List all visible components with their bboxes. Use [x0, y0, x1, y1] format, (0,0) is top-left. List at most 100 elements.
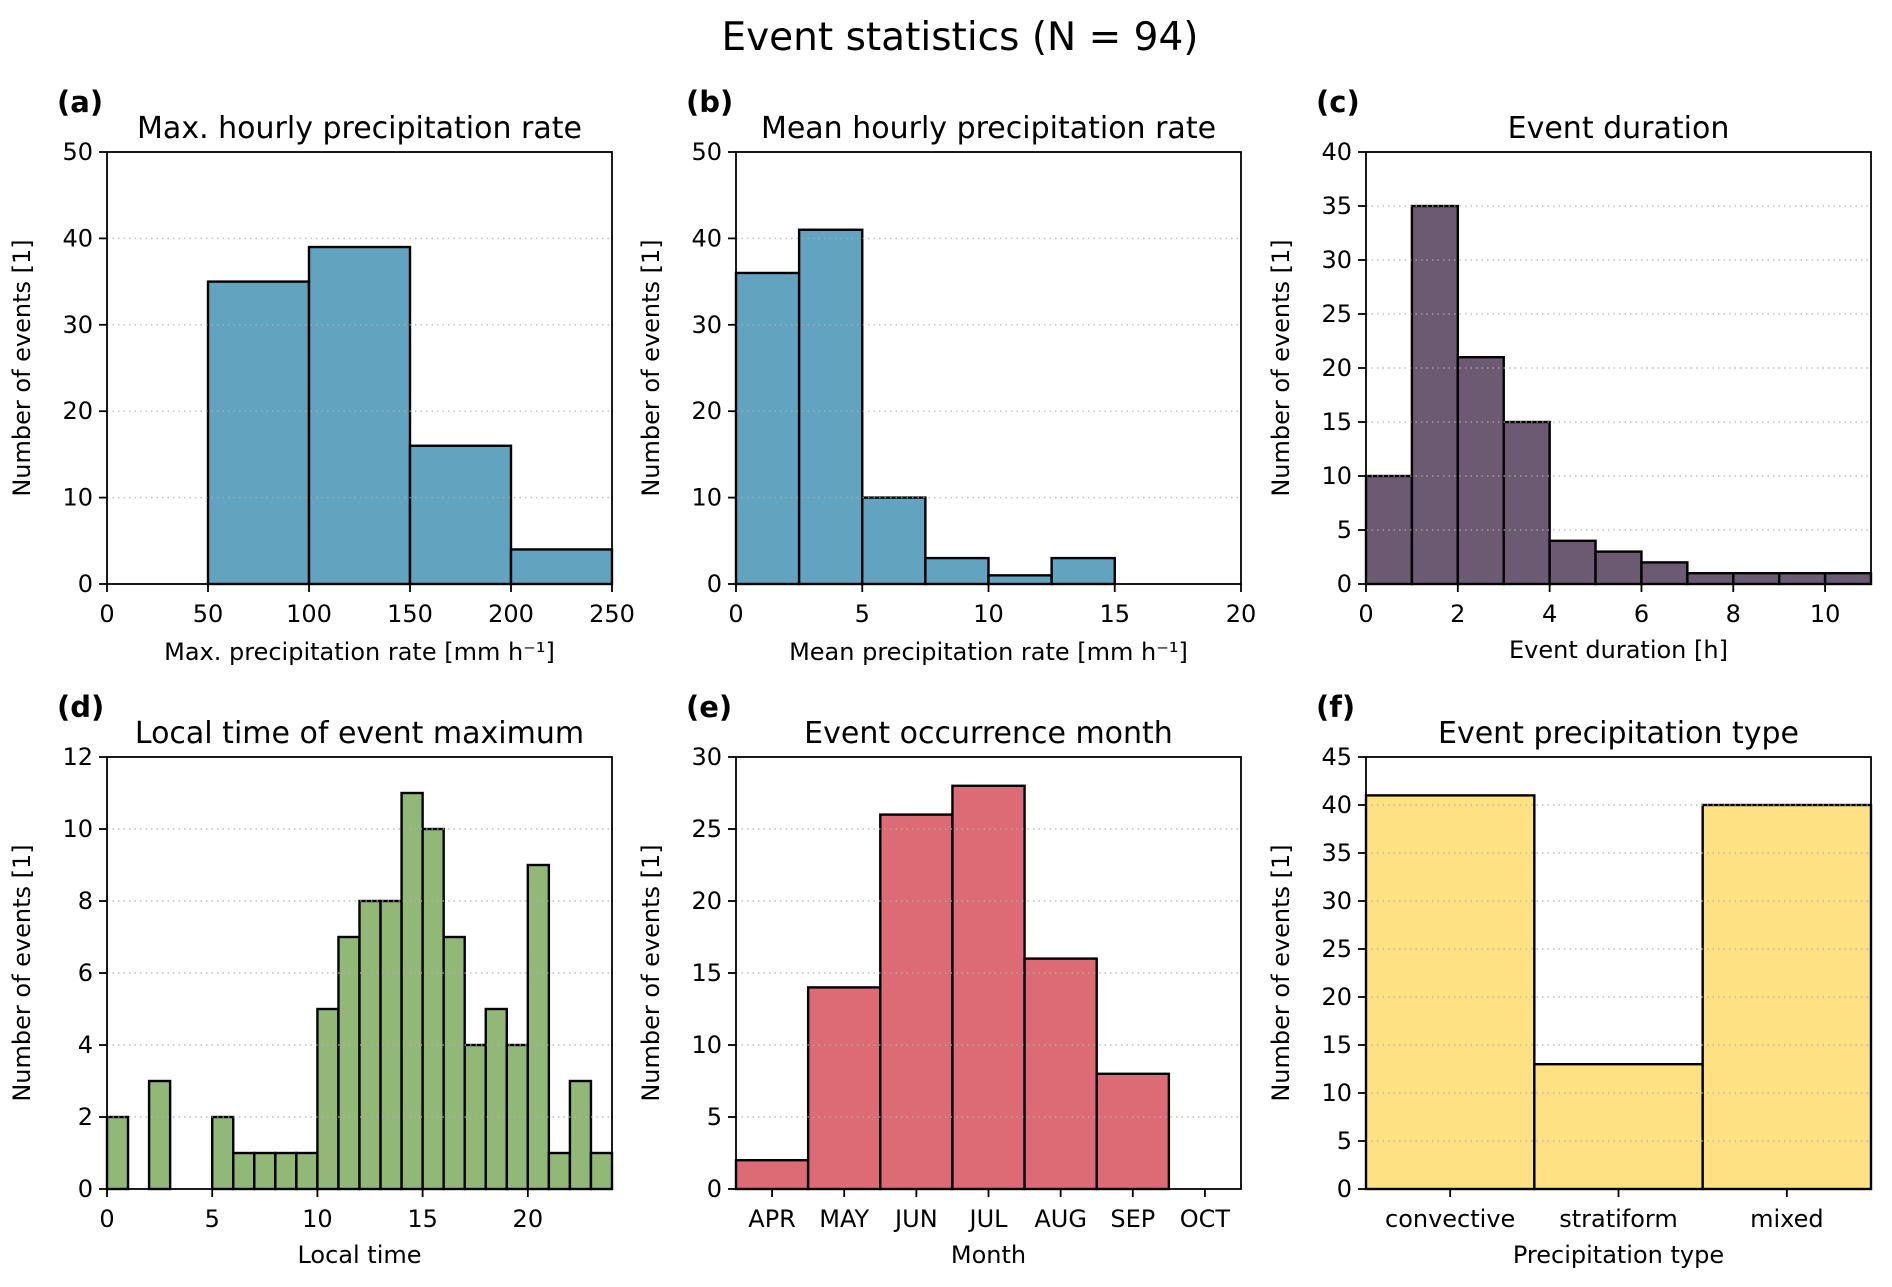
y-axis-label: Number of events [1] [8, 844, 36, 1101]
bar [951, 784, 1026, 1191]
y-tick-label: 2 [78, 1103, 93, 1131]
y-tick-label: 0 [78, 1175, 93, 1203]
panel-label: (a) [57, 85, 103, 119]
bar [924, 556, 990, 586]
y-tick-label: 40 [1321, 138, 1352, 166]
x-ticks: APR MAY JUN JUL AUG SEP OCT [748, 1189, 1230, 1233]
panel-title: Mean hourly precipitation rate [761, 111, 1216, 146]
bar [1364, 794, 1536, 1191]
x-tick-label: 200 [488, 600, 534, 628]
x-tick-label: 0 [1358, 600, 1373, 628]
y-tick-label: 30 [1321, 887, 1352, 915]
bar [463, 1043, 487, 1191]
x-tick-label: 0 [99, 1205, 114, 1233]
panel-label: (f) [1316, 690, 1355, 724]
bars [734, 784, 1171, 1191]
x-tick-label: mixed [1750, 1205, 1824, 1233]
bar [1548, 539, 1597, 586]
bar [1023, 957, 1098, 1191]
bar [526, 863, 551, 1191]
bar [421, 827, 445, 1191]
bar [589, 1151, 614, 1191]
bar [253, 1151, 277, 1191]
x-ticks: convective stratiform mixed [1385, 1189, 1824, 1233]
bar [206, 280, 311, 586]
x-tick-label: 5 [855, 600, 870, 628]
bar [295, 1151, 319, 1191]
y-tick-label: 5 [707, 1103, 722, 1131]
bar [274, 1151, 298, 1191]
x-tick-label: 0 [99, 600, 114, 628]
x-tick-label: 15 [407, 1205, 438, 1233]
y-ticks: 0 10 20 30 40 50 [62, 138, 107, 598]
x-tick-label: 100 [286, 600, 332, 628]
y-tick-label: 10 [1321, 1079, 1352, 1107]
x-ticks: 0 5 10 15 20 [99, 1189, 543, 1233]
x-tick-label: 50 [193, 600, 224, 628]
bar [734, 1158, 810, 1191]
panel-d: 0 2 4 6 8 10 12 0 5 10 15 20 (d) Local time of event … [8, 690, 614, 1269]
bar [105, 1115, 130, 1191]
y-tick-label: 15 [691, 959, 722, 987]
y-tick-label: 30 [62, 311, 93, 339]
y-tick-label: 20 [691, 887, 722, 915]
x-tick-label: APR [748, 1205, 796, 1233]
y-tick-label: 20 [62, 397, 93, 425]
bar [509, 548, 614, 586]
y-tick-label: 30 [691, 743, 722, 771]
x-ticks: 0 50 100 150 200 250 [99, 584, 635, 628]
bar [1823, 572, 1873, 586]
y-tick-label: 30 [1321, 246, 1352, 274]
x-axis-label: Event duration [h] [1509, 636, 1728, 664]
x-tick-label: 20 [513, 1205, 544, 1233]
y-tick-label: 5 [1337, 516, 1352, 544]
y-ticks: 0 5 10 15 20 25 30 35 40 [1321, 138, 1366, 598]
y-tick-label: 6 [78, 959, 93, 987]
bar [316, 1007, 340, 1191]
x-tick-label: 20 [1226, 600, 1257, 628]
y-axis-label: Number of events [1] [1267, 239, 1295, 496]
bar [879, 813, 954, 1191]
y-tick-label: 15 [1321, 1031, 1352, 1059]
y-tick-label: 10 [62, 815, 93, 843]
bars [206, 245, 614, 586]
y-tick-label: 20 [691, 397, 722, 425]
bar [1640, 561, 1689, 586]
x-tick-label: 150 [387, 600, 433, 628]
y-axis-label: Number of events [1] [8, 239, 36, 496]
y-tick-label: 5 [1337, 1127, 1352, 1155]
bar [408, 444, 513, 586]
x-tick-label: OCT [1180, 1205, 1231, 1233]
bar [232, 1151, 256, 1191]
panel-f: 0 5 10 15 20 25 30 35 40 45 convective stratiform mi… [1267, 690, 1873, 1269]
y-ticks: 0 5 10 15 20 25 30 35 40 45 [1321, 743, 1366, 1203]
bar [987, 574, 1053, 586]
bar [1533, 1062, 1704, 1191]
y-tick-label: 35 [1321, 192, 1352, 220]
x-tick-label: JUL [967, 1205, 1008, 1233]
panel-label: (d) [57, 690, 104, 724]
bar [568, 1079, 593, 1191]
panel-title: Max. hourly precipitation rate [137, 111, 582, 146]
y-tick-label: 25 [691, 815, 722, 843]
x-tick-label: 6 [1634, 600, 1649, 628]
bar [1732, 572, 1781, 586]
y-tick-label: 8 [78, 887, 93, 915]
bar [1050, 556, 1116, 586]
y-tick-label: 0 [707, 1175, 722, 1203]
bar [211, 1115, 235, 1191]
bar [442, 935, 466, 1191]
bar [797, 228, 864, 586]
y-tick-label: 20 [1321, 354, 1352, 382]
bar [379, 899, 403, 1191]
panel-label: (b) [686, 85, 733, 119]
x-tick-label: 5 [205, 1205, 220, 1233]
bar [1686, 572, 1735, 586]
x-tick-label: 10 [973, 600, 1004, 628]
panel-title: Local time of event maximum [135, 716, 584, 751]
axes-frame [106, 151, 613, 585]
panel-label: (e) [686, 690, 732, 724]
bar [1502, 420, 1551, 586]
y-tick-label: 10 [691, 484, 722, 512]
x-axis-label: Max. precipitation rate [mm h⁻¹] [164, 638, 555, 666]
